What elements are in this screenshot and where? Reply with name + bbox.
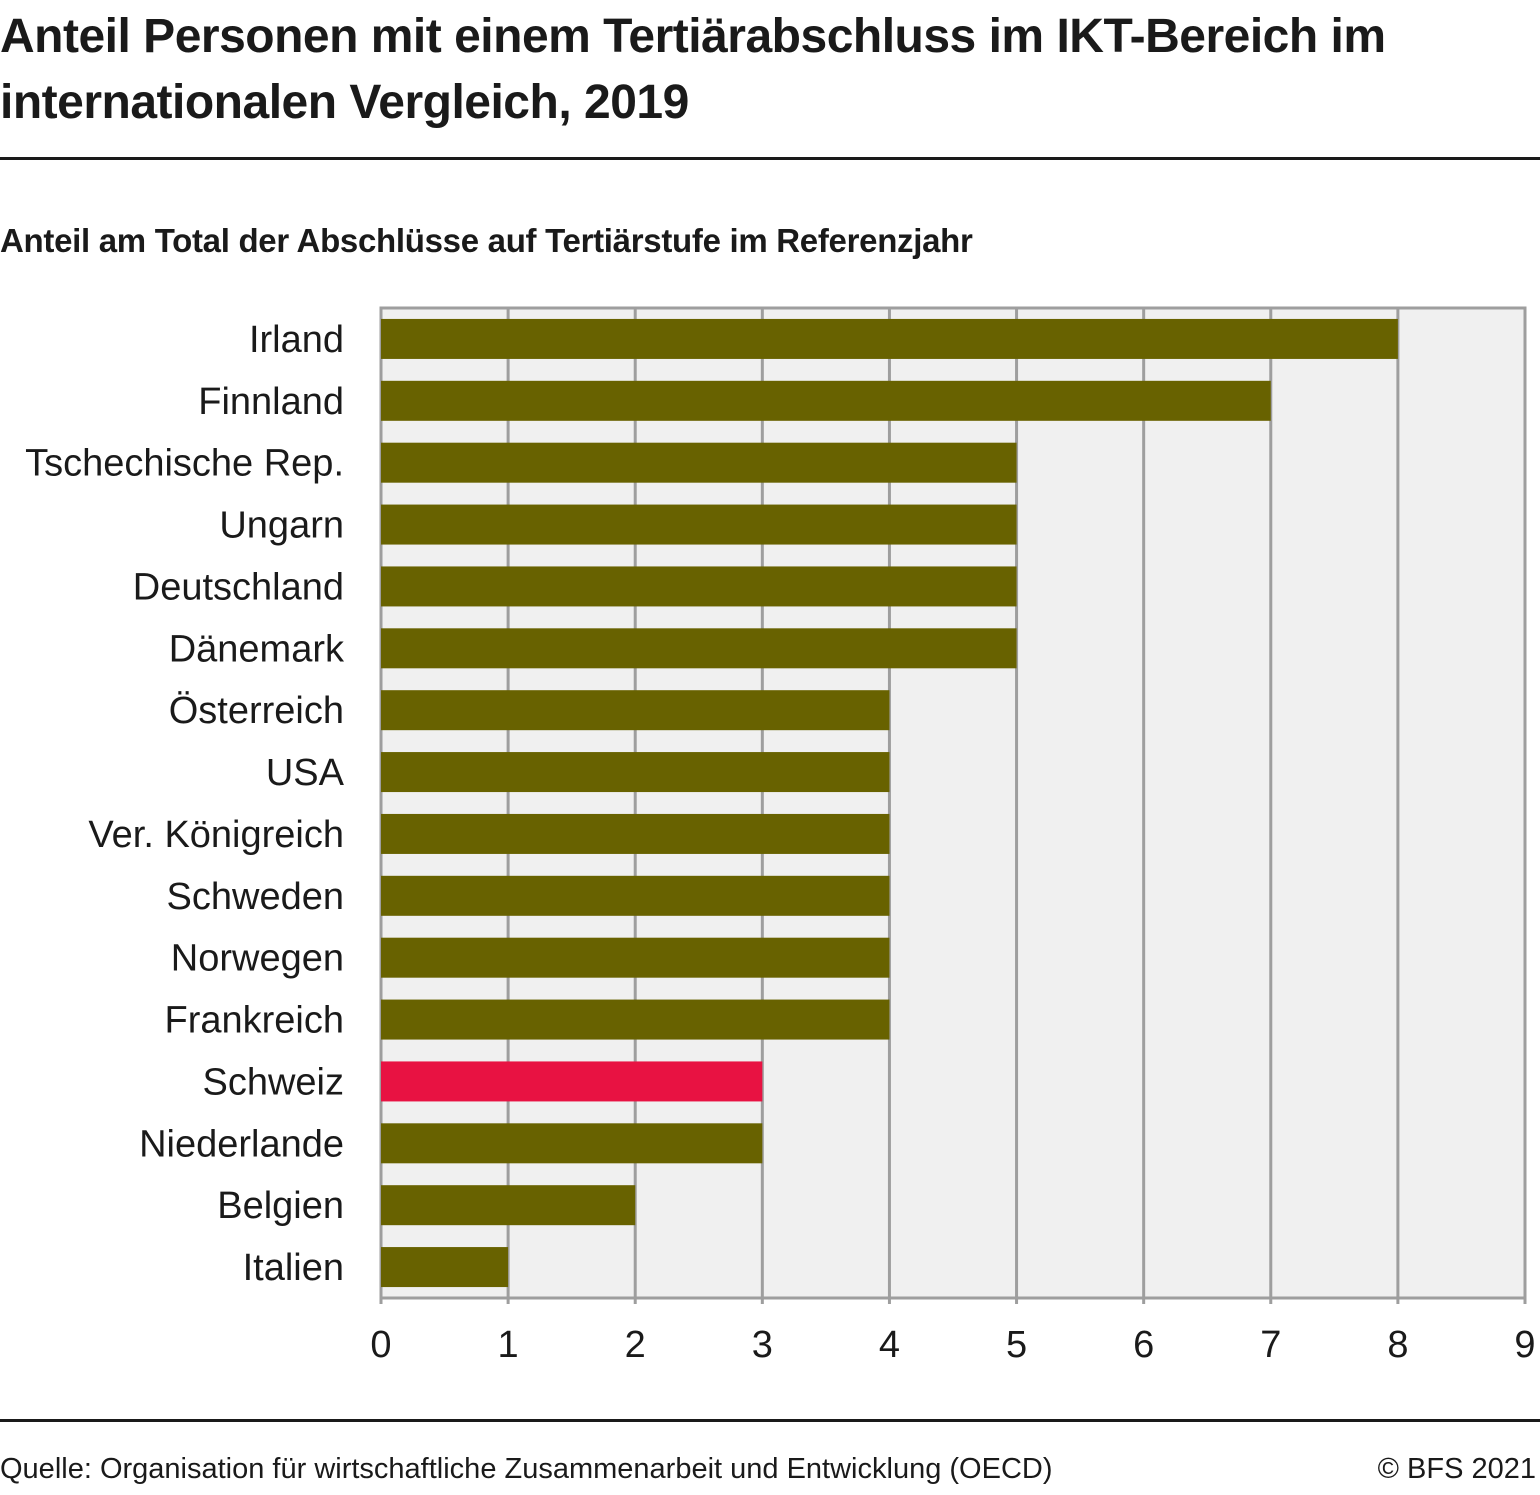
x-tick-label: 4: [879, 1324, 900, 1366]
category-label: Norwegen: [171, 938, 344, 980]
x-tick-label: 6: [1133, 1324, 1154, 1366]
chart-subtitle: Anteil am Total der Abschlüsse auf Terti…: [0, 222, 973, 259]
bar: [381, 1185, 636, 1226]
bars: [381, 318, 1398, 1288]
category-label: Frankreich: [165, 1000, 345, 1042]
bar: [381, 752, 890, 793]
category-label: Ungarn: [219, 505, 344, 547]
bar: [381, 566, 1017, 607]
category-label: Deutschland: [133, 566, 344, 608]
x-axis: 0 1 2 3 4 5 6 7 8 9: [370, 1296, 1536, 1366]
category-label: Schweden: [167, 876, 344, 918]
category-label: Finnland: [198, 381, 344, 423]
category-label: Italien: [243, 1247, 344, 1289]
bar: [381, 875, 890, 916]
category-label: Tschechische Rep.: [25, 443, 344, 485]
x-tick-label: 0: [370, 1324, 391, 1366]
bar: [381, 1247, 509, 1288]
bar: [381, 442, 1017, 483]
x-tick-label: 2: [625, 1324, 646, 1366]
bar-highlighted: [381, 1061, 763, 1102]
chart-title: Anteil Personen mit einem Tertiärabschlu…: [0, 10, 1386, 129]
category-label: Irland: [249, 319, 344, 361]
x-tick-label: 5: [1006, 1324, 1027, 1366]
bar: [381, 1123, 763, 1164]
source-note: Quelle: Organisation für wirtschaftliche…: [0, 1453, 1053, 1485]
bar: [381, 690, 890, 731]
category-label: Österreich: [169, 690, 344, 732]
x-tick-label: 7: [1260, 1324, 1281, 1366]
category-label: Niederlande: [139, 1123, 344, 1165]
category-labels: Irland Finnland Tschechische Rep. Ungarn Deu…: [25, 319, 345, 1289]
bar: [381, 937, 890, 978]
x-tick-label: 1: [498, 1324, 519, 1366]
bar: [381, 999, 890, 1040]
bar: [381, 504, 1017, 545]
category-label: Dänemark: [169, 628, 345, 670]
bar: [381, 628, 1017, 669]
category-label: Belgien: [217, 1185, 344, 1227]
category-label: Schweiz: [203, 1061, 345, 1103]
x-tick-label: 3: [752, 1324, 773, 1366]
bar: [381, 318, 1398, 359]
x-tick-label: 9: [1514, 1324, 1535, 1366]
x-tick-label: 8: [1387, 1324, 1408, 1366]
footer-divider: [0, 1419, 1540, 1422]
bar-chart: 0 1 2 3 4 5 6 7 8 9 Irland Finnland Tschechische Re…: [25, 306, 1536, 1366]
category-label: USA: [266, 752, 345, 794]
category-label: Ver. Königreich: [88, 814, 344, 856]
copyright-note: © BFS 2021: [1377, 1453, 1536, 1485]
bar: [381, 813, 890, 854]
bar: [381, 380, 1271, 421]
title-divider: [0, 157, 1540, 160]
